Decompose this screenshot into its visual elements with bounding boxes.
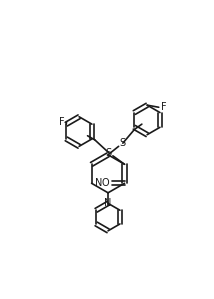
Text: O: O — [101, 178, 109, 188]
Text: F: F — [59, 117, 64, 127]
Text: N: N — [104, 198, 112, 208]
Text: S: S — [120, 138, 126, 148]
Text: S: S — [106, 148, 112, 158]
Text: N: N — [95, 178, 102, 188]
Text: F: F — [161, 102, 166, 112]
